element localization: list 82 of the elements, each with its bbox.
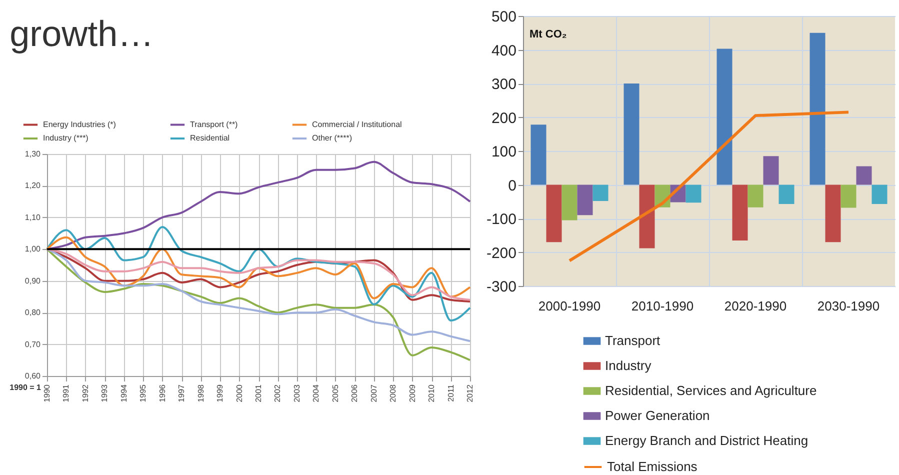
bar [872, 184, 888, 204]
legend-label: Energy Branch and District Heating [605, 433, 808, 448]
y-tick-label: 1,10 [24, 212, 42, 222]
legend-label: Energy Industries (*) [43, 120, 116, 129]
line-series [46, 226, 471, 322]
y-tick-label: -100 [486, 211, 516, 228]
text: 1990 = 1 [10, 383, 42, 392]
x-tick-label: 1999 [216, 384, 225, 402]
bar [825, 184, 841, 242]
x-tick-label: 2009 [408, 384, 417, 402]
bar [577, 184, 593, 216]
x-tick-label: 2006 [350, 384, 360, 402]
legend-label: Other (****) [312, 134, 352, 142]
y-tick-label: -300 [486, 278, 516, 296]
x-tick-label: 1992 [80, 384, 90, 402]
legend-label: Residential [190, 134, 230, 142]
x-tick-label: 1995 [138, 384, 148, 402]
bar [840, 184, 856, 208]
bar [716, 48, 732, 185]
bar [546, 184, 562, 242]
x-tick-label: 2010-1990 [631, 298, 694, 314]
x-tick-label: 1991 [62, 384, 71, 402]
legend-label: Total Emissions [607, 459, 698, 474]
x-tick-label: 2012 [466, 384, 474, 402]
bar [732, 184, 748, 240]
x-tick-label: 1994 [119, 384, 128, 402]
x-tick-label: 2002 [273, 384, 282, 402]
bar [530, 124, 546, 185]
y-tick-label: 300 [491, 76, 516, 93]
y-tick-label: 0,60 [24, 372, 42, 380]
x-tick-label: 2003 [292, 384, 302, 402]
x-tick-label: 1993 [100, 384, 110, 402]
y-tick-label: 0,80 [24, 308, 42, 318]
legend-label: Commercial / Institutional [312, 120, 402, 129]
bar [748, 184, 764, 208]
x-tick-label: 2007 [369, 384, 378, 402]
bar [624, 84, 640, 185]
bar [763, 156, 779, 185]
y-tick-label: 0 [508, 177, 516, 194]
x-tick-label: 2011 [446, 384, 456, 402]
y-tick-label: 0,90 [24, 276, 42, 286]
x-tick-label: 2020-1990 [724, 298, 787, 314]
x-tick-label: 1996 [158, 384, 167, 402]
y-tick-label: -200 [486, 244, 516, 262]
bar [810, 32, 826, 185]
y-tick-label: 1,20 [24, 181, 42, 190]
x-tick-label: 1990 [42, 384, 52, 402]
y-tick-label: 500 [491, 8, 516, 26]
bar [592, 184, 608, 201]
legend-label: Residential, Services and Agriculture [605, 383, 817, 398]
x-tick-label: 2000-1990 [538, 298, 601, 314]
line-series [46, 236, 471, 300]
x-tick-label: 1998 [196, 384, 206, 402]
x-tick-label: 2000 [234, 384, 244, 402]
legend-label: Transport [605, 333, 661, 348]
x-tick-label: 2008 [388, 384, 398, 402]
legend-label: Industry [605, 358, 652, 373]
y-tick-label: 200 [491, 110, 516, 127]
y-tick-label: 100 [491, 144, 516, 160]
legend-label: Transport (**) [190, 120, 238, 129]
bar [562, 184, 578, 220]
y-tick-label: 400 [491, 42, 516, 60]
x-tick-label: 1997 [177, 384, 186, 402]
line-series [568, 110, 850, 262]
x-tick-label: 2004 [312, 384, 321, 402]
y-axis-title: Mt CO₂ [530, 28, 567, 40]
x-tick-label: 2001 [254, 384, 263, 402]
y-tick-label: 1,30 [24, 150, 42, 158]
bar [856, 166, 872, 185]
y-tick-label: 1,00 [24, 244, 42, 254]
line-series [46, 248, 471, 342]
x-tick-label: 2030-1990 [817, 298, 880, 314]
legend-label: Power Generation [605, 408, 710, 423]
chart-title: growth… [10, 13, 154, 54]
bar [778, 184, 794, 204]
x-tick-label: 2005 [330, 384, 340, 402]
bar [639, 184, 655, 248]
y-tick-label: 0,70 [24, 340, 42, 349]
legend-label: Industry (***) [43, 134, 89, 142]
line-series [46, 248, 471, 362]
bar [686, 184, 702, 203]
x-tick-label: 2010 [427, 384, 436, 402]
